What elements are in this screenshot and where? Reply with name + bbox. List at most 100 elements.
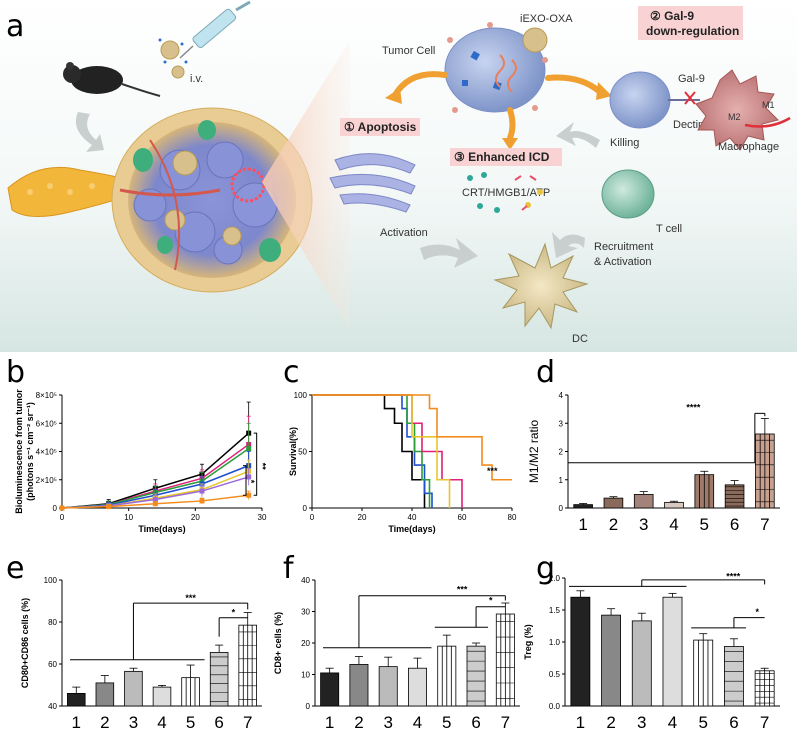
apoptosis-label: ① Apoptosis [344, 120, 417, 134]
x-tick-label: 3 [639, 515, 648, 534]
x-tick-label: 3 [129, 713, 138, 732]
x-tick-label: 7 [501, 713, 510, 732]
survival-curve [312, 394, 426, 508]
sig-label: * [489, 596, 493, 606]
x-tick-label: 30 [258, 513, 267, 522]
y-axis-label: Treg (%) [523, 624, 533, 660]
y-tick-label: 60 [48, 660, 57, 669]
y-tick-label: 2.0 [549, 574, 561, 583]
x-tick-label: 6 [730, 515, 739, 534]
nanoparticle-icon [158, 38, 188, 79]
bar [67, 693, 86, 707]
panel-letter-g: g [536, 551, 555, 586]
x-tick-label: 5 [698, 713, 707, 732]
tcell-label: T cell [656, 223, 682, 235]
killing-label: Killing [610, 137, 639, 149]
t-cell-icon [601, 169, 655, 219]
x-tick-label: 2 [606, 713, 615, 732]
x-axis-label: Time(days) [388, 524, 435, 534]
panel-a: a i.v. [0, 0, 797, 352]
x-tick-label: 3 [637, 713, 646, 732]
x-tick-label: 5 [700, 515, 709, 534]
icd-label: ③ Enhanced ICD [454, 150, 550, 164]
data-point [152, 501, 158, 507]
y-axis-label: M1/M2 ratio [527, 420, 541, 484]
x-tick-label: 20 [358, 513, 367, 522]
sig-label: * [756, 607, 760, 617]
arrow-head [596, 82, 612, 100]
y-tick-label: 50 [298, 448, 307, 457]
syringe-icon [179, 0, 251, 59]
bar [633, 494, 654, 509]
bar [152, 686, 172, 707]
data-point [199, 498, 205, 504]
survival-curve [312, 394, 463, 508]
bar [664, 501, 684, 509]
sig-label: * [232, 608, 236, 618]
data-point [152, 497, 158, 503]
x-tick-label: 6 [729, 713, 738, 732]
apoptosis-box [340, 118, 420, 136]
bar [573, 504, 593, 509]
panel-letter-a: a [6, 9, 24, 44]
bar [724, 484, 745, 509]
survival-curve [312, 394, 512, 481]
x-tick-label: 2 [100, 713, 109, 732]
y-tick-label: 0 [306, 702, 311, 711]
gal9-label-2: down-regulation [646, 24, 739, 38]
x-tick-label: 2 [354, 713, 363, 732]
x-tick-label: 6 [214, 713, 223, 732]
x-tick-label: 1 [576, 713, 585, 732]
x-tick-label: 1 [72, 713, 81, 732]
y-tick-label: 100 [44, 576, 58, 585]
sig-label: ** [258, 463, 268, 471]
x-tick-label: 1 [578, 515, 587, 534]
curved-arrow-icon [75, 112, 104, 152]
panel-letter-f: f [283, 551, 295, 586]
bar [320, 672, 340, 707]
bar [408, 667, 427, 707]
x-tick-label: 7 [760, 515, 769, 534]
sig-label: **** [686, 403, 701, 413]
survival-curve [312, 394, 431, 508]
y-axis-label-2: (photons s⁻¹ cm⁻² sr⁻¹) [25, 402, 35, 501]
y-tick-label: 10 [301, 671, 310, 680]
gal9-box [638, 6, 743, 40]
arrow-head [385, 88, 402, 104]
sig-label: * [246, 480, 256, 484]
m1-label: M1 [762, 100, 775, 110]
dendritic-cell-icon [493, 242, 589, 330]
y-axis-label: Survival(%) [288, 427, 298, 476]
bar [95, 682, 115, 707]
mouse-icon [63, 62, 161, 97]
bar [662, 596, 683, 707]
activation-label: Activation [380, 227, 428, 239]
x-tick-label: 5 [186, 713, 195, 732]
bar [378, 666, 398, 707]
y-tick-label: 1.0 [549, 638, 561, 647]
y-tick-label: 4 [559, 391, 564, 400]
panel-b: b 0 2×10⁵ 4×10⁵ 6×10⁵ 8×10⁵ 0 10 20 30 Time(days) B… [6, 355, 268, 534]
sig-bracket [253, 432, 258, 496]
recruitment-arrow-icon [552, 232, 585, 258]
x-tick-label: 4 [157, 713, 166, 732]
panel-letter-d: d [536, 355, 555, 390]
panel-letter-b: b [6, 355, 25, 390]
sig-label: **** [726, 571, 741, 581]
bar [209, 652, 229, 707]
sig-label: *** [487, 466, 498, 476]
y-axis-label: CD80+CD86 cells (%) [20, 598, 30, 688]
x-tick-label: 60 [458, 513, 467, 522]
recruitment-label-2: & Activation [594, 256, 651, 268]
y-tick-label: 4×10⁵ [36, 448, 57, 457]
bar [603, 497, 624, 509]
x-tick-label: 0 [60, 513, 65, 522]
x-tick-label: 1 [325, 713, 334, 732]
x-tick-label: 6 [471, 713, 480, 732]
zoom-cone [262, 40, 350, 330]
y-tick-label: 2 [559, 448, 564, 457]
y-tick-label: 30 [301, 608, 310, 617]
panel-letter-c: c [283, 355, 300, 390]
